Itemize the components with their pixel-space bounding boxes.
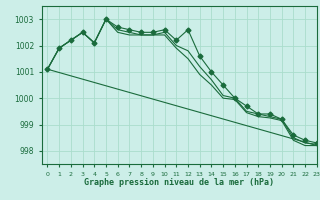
X-axis label: Graphe pression niveau de la mer (hPa): Graphe pression niveau de la mer (hPa): [84, 178, 274, 187]
